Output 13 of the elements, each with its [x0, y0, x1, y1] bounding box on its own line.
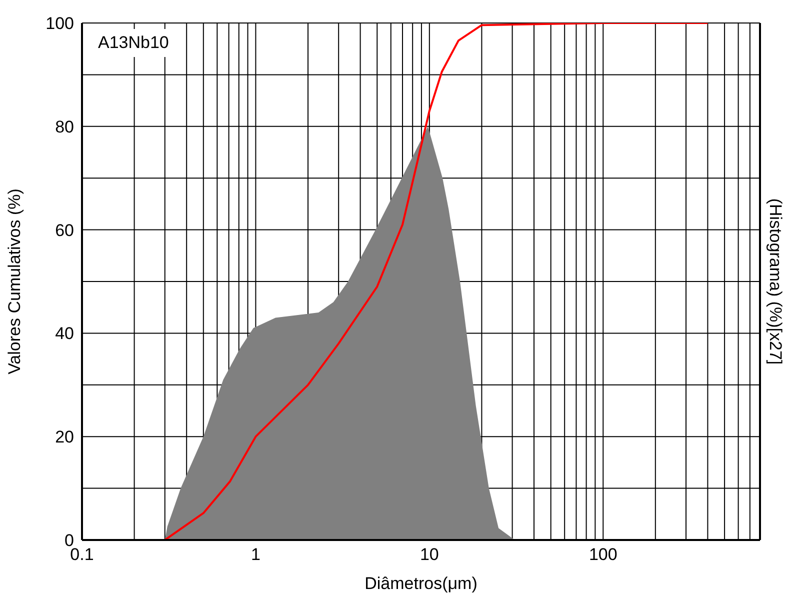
- y-tick-label: 20: [55, 428, 74, 447]
- annotation: A13Nb10: [86, 29, 181, 57]
- y-axis-title: Valores Cumulativos (%): [5, 188, 24, 374]
- y-tick-label: 100: [46, 14, 74, 34]
- y-tick-label: 40: [55, 324, 74, 344]
- y-tick-label: 60: [55, 220, 74, 240]
- x-tick-label: 10: [420, 545, 439, 564]
- x-tick-label: 100: [588, 545, 618, 564]
- x-axis-title: Diâmetros(μm): [364, 574, 478, 593]
- x-tick-label: 1: [250, 545, 260, 564]
- y2-axis-title: (Histograma) (%)[x27]: [766, 198, 785, 365]
- y-tick-label: 80: [55, 117, 74, 136]
- x-tick-label: 0.1: [70, 545, 94, 564]
